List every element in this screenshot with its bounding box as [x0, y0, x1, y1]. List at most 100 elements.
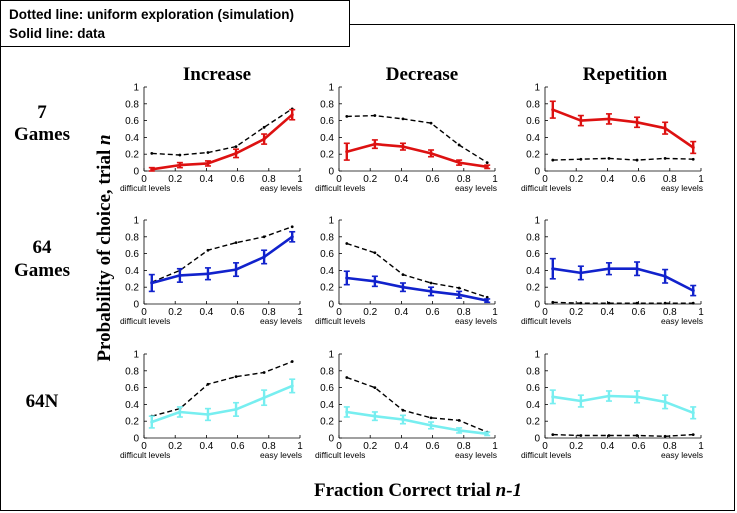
y-tick-label: 0.2	[125, 283, 139, 294]
y-tick-label: 0.6	[125, 249, 139, 260]
simulation-point	[429, 281, 433, 285]
y-tick-label: 0.6	[526, 383, 540, 394]
x-tick-label: 0.4	[199, 174, 213, 185]
data-line	[346, 276, 488, 302]
y-tick-label: 0.6	[320, 383, 334, 394]
data-point	[579, 271, 583, 275]
legend-box: Dotted line: uniform exploration (simula…	[0, 0, 350, 47]
y-tick-label: 0	[534, 300, 540, 311]
data-point	[635, 267, 639, 271]
x-tick-label: 1	[698, 307, 704, 318]
y-tick-label: 0	[534, 167, 540, 178]
simulation-point	[206, 382, 210, 386]
simulation-point	[663, 434, 667, 438]
row-label-64n: 64N	[26, 391, 59, 412]
data-point	[262, 137, 266, 141]
simulation-point	[635, 301, 639, 305]
data-point	[262, 396, 266, 400]
x-tick-label: 0.4	[199, 441, 213, 452]
y-tick-label: 0.8	[526, 366, 540, 377]
data-point	[579, 119, 583, 123]
y-tick-label: 0	[328, 167, 334, 178]
y-tick-label: 1	[328, 216, 334, 227]
y-tick-label: 0	[534, 434, 540, 445]
simulation-point	[262, 235, 266, 239]
x-tick-label: 0.4	[199, 307, 213, 318]
y-tick-label: 0.8	[125, 366, 139, 377]
simulation-point	[691, 301, 695, 305]
simulation-point	[345, 242, 349, 245]
easy-levels-label: easy levels	[455, 316, 497, 326]
simulation-point	[635, 158, 639, 162]
data-point	[635, 395, 639, 399]
data-point	[635, 120, 639, 124]
data-point	[457, 161, 461, 165]
x-tick-label: 1	[297, 307, 303, 318]
data-point	[663, 274, 667, 278]
y-tick-label: 1	[133, 83, 139, 94]
x-tick-label: 1	[297, 441, 303, 452]
simulation-line	[151, 226, 293, 283]
easy-levels-label: easy levels	[260, 450, 302, 460]
x-tick-label: 0	[336, 174, 342, 185]
y-tick-label: 0.6	[125, 383, 139, 394]
x-tick-label: 0.4	[600, 441, 614, 452]
data-point	[551, 267, 555, 271]
data-point	[290, 235, 294, 239]
column-title-increase: Increase	[183, 64, 251, 85]
easy-levels-label: easy levels	[661, 183, 703, 193]
data-point	[691, 411, 695, 415]
simulation-line	[552, 301, 694, 304]
simulation-point	[551, 433, 555, 437]
y-tick-label: 0.8	[125, 232, 139, 243]
simulation-point	[485, 295, 489, 299]
y-tick-label: 0	[133, 167, 139, 178]
x-tick-label: 0.8	[663, 307, 677, 318]
data-point	[663, 126, 667, 130]
y-tick-label: 1	[534, 83, 540, 94]
x-tick-label: 0.6	[632, 307, 646, 318]
x-tick-label: 0.6	[231, 441, 245, 452]
y-tick-label: 1	[328, 350, 334, 361]
y-tick-label: 0.4	[320, 266, 334, 277]
data-point	[551, 108, 555, 112]
x-axis-title: Fraction Correct trial n-1	[314, 480, 522, 501]
panel-64n-repetition: 0 0.2 0.4 0.6 0.8 1 0 0.2 0.4 0.6 0.8 1 difficult le…	[521, 350, 704, 461]
y-tick-label: 0.2	[526, 283, 540, 294]
simulation-point	[607, 434, 611, 437]
simulation-point	[290, 225, 294, 229]
x-tick-label: 0.2	[168, 307, 182, 318]
data-point	[691, 145, 695, 150]
x-tick-label: 0.2	[363, 307, 377, 318]
data-point	[206, 272, 210, 276]
simulation-point	[290, 360, 294, 363]
x-tick-label: 0	[141, 307, 147, 318]
simulation-point	[345, 115, 349, 118]
difficult-levels-label: difficult levels	[120, 183, 170, 193]
y-tick-label: 0.8	[526, 232, 540, 243]
easy-levels-label: easy levels	[661, 316, 703, 326]
y-tick-label: 0.4	[526, 266, 540, 277]
simulation-line	[346, 242, 488, 298]
difficult-levels-label: difficult levels	[315, 183, 365, 193]
simulation-line	[346, 376, 488, 433]
data-line	[346, 410, 488, 436]
data-point	[178, 163, 182, 167]
panel-64-games-decrease: 0 0.2 0.4 0.6 0.8 1 0 0.2 0.4 0.6 0.8 1 difficult le…	[315, 216, 498, 327]
data-point	[485, 432, 489, 436]
y-tick-label: 1	[133, 216, 139, 227]
row-label-7-games: Games	[14, 124, 70, 145]
x-tick-label: 0	[336, 307, 342, 318]
simulation-point	[234, 241, 238, 245]
y-tick-label: 0.6	[125, 116, 139, 127]
y-tick-label: 0	[133, 434, 139, 445]
data-point	[150, 167, 154, 171]
y-tick-label: 0.6	[320, 249, 334, 260]
y-tick-label: 0.4	[125, 133, 139, 144]
simulation-point	[579, 157, 583, 161]
x-tick-label: 0.4	[394, 307, 408, 318]
simulation-point	[663, 301, 667, 305]
data-point	[551, 395, 555, 399]
x-tick-label: 0.4	[600, 174, 614, 185]
data-line	[552, 267, 694, 292]
